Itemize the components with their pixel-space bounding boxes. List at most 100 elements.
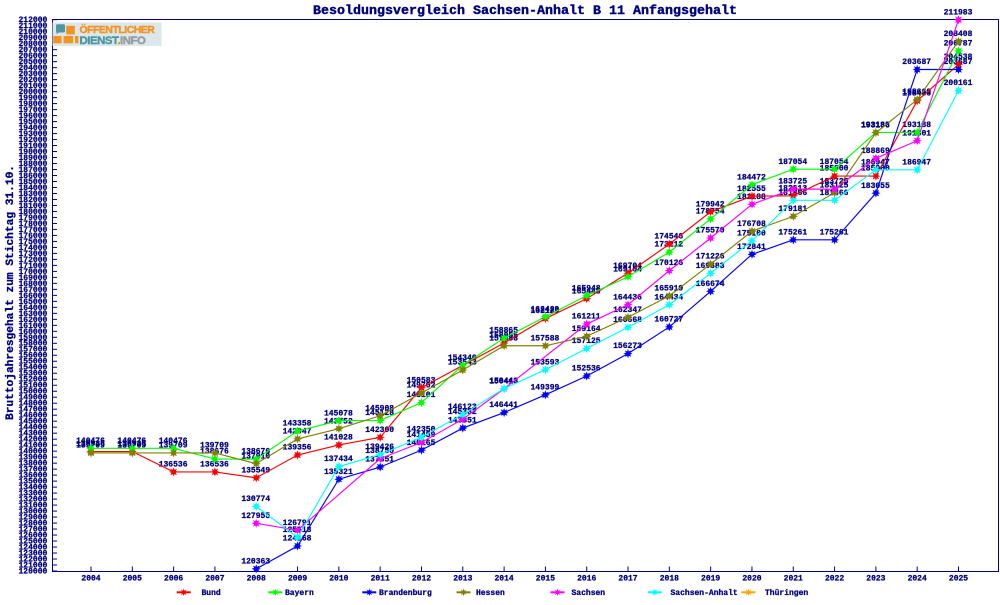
svg-text:170126: 170126 [654,259,683,268]
svg-text:2008: 2008 [247,574,266,583]
svg-text:156273: 156273 [613,342,642,351]
svg-text:178000: 178000 [18,220,47,229]
svg-text:2006: 2006 [164,574,183,583]
svg-text:209000: 209000 [18,34,47,43]
svg-text:165948: 165948 [572,284,601,293]
svg-text:139709: 139709 [200,442,229,451]
svg-text:195000: 195000 [18,118,47,127]
svg-text:2018: 2018 [660,574,679,583]
svg-text:175261: 175261 [820,228,849,237]
svg-text:2016: 2016 [577,574,596,583]
svg-text:153593: 153593 [530,358,559,367]
svg-text:172000: 172000 [18,256,47,265]
svg-text:166000: 166000 [18,292,47,301]
svg-text:162347: 162347 [613,306,642,315]
svg-text:165448: 165448 [572,287,601,296]
svg-text:181000: 181000 [18,202,47,211]
svg-text:140476: 140476 [159,437,188,446]
svg-text:186947: 186947 [902,158,931,167]
svg-text:193188: 193188 [861,121,890,130]
svg-text:160727: 160727 [654,316,683,325]
svg-text:182555: 182555 [737,185,766,194]
svg-text:130774: 130774 [241,495,270,504]
svg-text:146000: 146000 [18,412,47,421]
svg-text:ÖFFENTLICHER: ÖFFENTLICHER [80,23,156,36]
svg-text:155000: 155000 [18,358,47,367]
svg-text:135549: 135549 [241,466,270,475]
svg-text:185000: 185000 [18,178,47,187]
svg-text:210000: 210000 [18,28,47,37]
svg-text:2005: 2005 [123,574,142,583]
svg-text:199000: 199000 [18,94,47,103]
svg-text:198660: 198660 [902,88,931,97]
svg-text:2017: 2017 [618,574,637,583]
svg-text:186000: 186000 [18,172,47,181]
svg-text:2025: 2025 [949,574,968,583]
svg-text:190000: 190000 [18,148,47,157]
svg-text:162129: 162129 [530,307,559,316]
svg-text:148000: 148000 [18,400,47,409]
svg-text:192000: 192000 [18,136,47,145]
svg-text:130000: 130000 [18,508,47,517]
svg-text:157000: 157000 [18,346,47,355]
svg-text:122000: 122000 [18,555,47,564]
svg-text:2021: 2021 [784,574,803,583]
svg-text:175261: 175261 [778,228,807,237]
svg-text:161211: 161211 [572,313,601,322]
svg-text:2020: 2020 [742,574,761,583]
svg-text:145078: 145078 [324,409,353,418]
svg-text:142000: 142000 [18,436,47,445]
svg-text:206000: 206000 [18,52,47,61]
svg-text:158000: 158000 [18,340,47,349]
svg-text:159164: 159164 [572,325,601,334]
svg-text:183000: 183000 [18,190,47,199]
svg-text:184472: 184472 [737,173,766,182]
svg-text:129000: 129000 [18,514,47,523]
svg-text:154000: 154000 [18,364,47,373]
svg-text:196000: 196000 [18,112,47,121]
svg-text:188869: 188869 [861,147,890,156]
svg-text:127000: 127000 [18,526,47,535]
svg-text:179181: 179181 [778,205,807,214]
svg-text:205000: 205000 [18,58,47,67]
svg-text:167000: 167000 [18,286,47,295]
svg-text:2012: 2012 [412,574,431,583]
svg-text:124000: 124000 [18,543,47,552]
svg-text:139356: 139356 [283,444,312,453]
svg-text:188000: 188000 [18,160,47,169]
svg-text:DIENST.INFO: DIENST.INFO [80,35,147,47]
svg-text:208408: 208408 [944,30,973,39]
svg-text:176000: 176000 [18,232,47,241]
svg-text:120000: 120000 [18,567,47,576]
svg-text:121000: 121000 [18,561,47,570]
svg-text:2007: 2007 [205,574,224,583]
svg-text:Besoldungsvergleich Sachsen-An: Besoldungsvergleich Sachsen-Anhalt B 11 … [313,3,737,18]
svg-text:201000: 201000 [18,82,47,91]
svg-text:Thüringen: Thüringen [765,589,808,598]
svg-text:173000: 173000 [18,250,47,259]
svg-text:156000: 156000 [18,352,47,361]
svg-text:141000: 141000 [18,442,47,451]
svg-text:149000: 149000 [18,394,47,403]
svg-text:151000: 151000 [18,382,47,391]
svg-text:139000: 139000 [18,454,47,463]
svg-text:142350: 142350 [407,426,436,435]
svg-text:162000: 162000 [18,316,47,325]
svg-text:165000: 165000 [18,298,47,307]
svg-text:134000: 134000 [18,484,47,493]
svg-text:197000: 197000 [18,106,47,115]
svg-text:138676: 138676 [241,448,270,457]
svg-text:170000: 170000 [18,268,47,277]
svg-text:171226: 171226 [696,253,725,262]
svg-text:135321: 135321 [324,468,353,477]
svg-text:133000: 133000 [18,490,47,499]
svg-text:152000: 152000 [18,376,47,385]
svg-text:161000: 161000 [18,322,47,331]
svg-text:166674: 166674 [696,280,725,289]
svg-text:150443: 150443 [489,377,518,386]
svg-text:136536: 136536 [200,461,229,470]
svg-text:164000: 164000 [18,304,47,313]
svg-text:131000: 131000 [18,502,47,511]
svg-text:139426: 139426 [365,443,394,452]
svg-text:2011: 2011 [371,574,390,583]
